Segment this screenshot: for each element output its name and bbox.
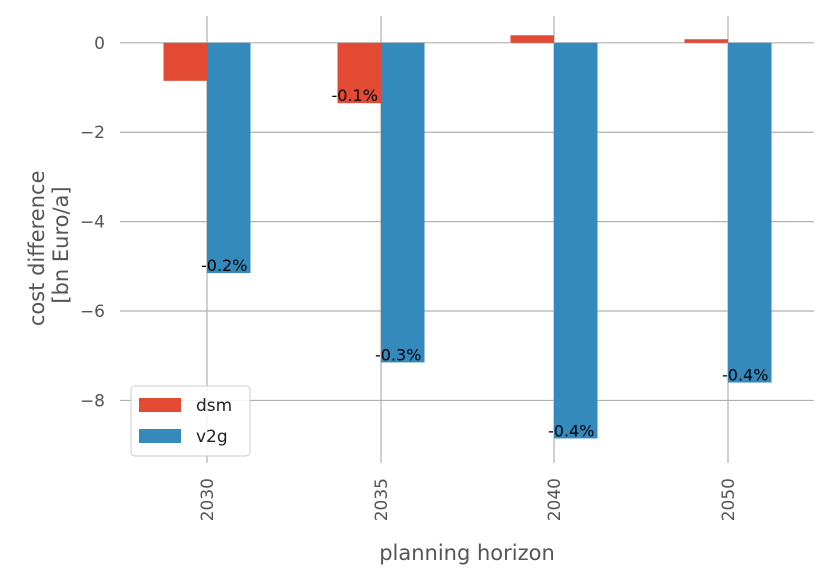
bar-v2g-2035: [381, 42, 425, 363]
y-tick-label: 0: [94, 34, 105, 54]
y-axis-label: cost difference [bn Euro/a]: [25, 164, 73, 326]
data-label: -0.3%: [375, 345, 421, 364]
y-axis-label-line2: [bn Euro/a]: [49, 186, 73, 303]
bar-v2g-2030: [207, 42, 251, 274]
bar-dsm-2030: [163, 42, 207, 81]
bar-v2g-2050: [728, 42, 772, 383]
x-tick-label: 2040: [545, 478, 565, 521]
y-tick-label: −8: [80, 391, 105, 411]
y-tick-label: −6: [80, 302, 105, 322]
bar-dsm-2040: [510, 35, 554, 43]
x-axis-label: planning horizon: [379, 541, 555, 565]
bar-dsm-2050: [684, 39, 728, 43]
bar-dsm-2035: [337, 42, 381, 104]
y-tick-label: −4: [80, 213, 105, 233]
bar-v2g-2040: [554, 42, 598, 439]
y-tick-label: −2: [80, 123, 105, 143]
x-tick-label: 2030: [198, 478, 218, 521]
data-label: -0.1%: [332, 86, 378, 105]
data-labels: -0.1% -0.2% -0.3% -0.4% -0.4%: [201, 86, 768, 440]
legend-label-v2g: v2g: [196, 427, 228, 447]
y-axis-label-line1: cost difference: [25, 171, 49, 327]
data-label: -0.4%: [548, 421, 594, 440]
y-tick-labels: 0 −2 −4 −6 −8: [80, 34, 105, 412]
x-tick-label: 2035: [372, 478, 392, 521]
data-label: -0.4%: [722, 366, 768, 385]
data-label: -0.2%: [201, 256, 247, 275]
x-tick-labels: 2030 2035 2040 2050: [198, 478, 739, 521]
x-tick-label: 2050: [719, 478, 739, 521]
bars: [163, 35, 772, 439]
legend-label-dsm: dsm: [196, 396, 232, 416]
legend-swatch-v2g: [139, 429, 181, 443]
legend-swatch-dsm: [139, 398, 181, 412]
legend: dsm v2g: [130, 385, 251, 457]
